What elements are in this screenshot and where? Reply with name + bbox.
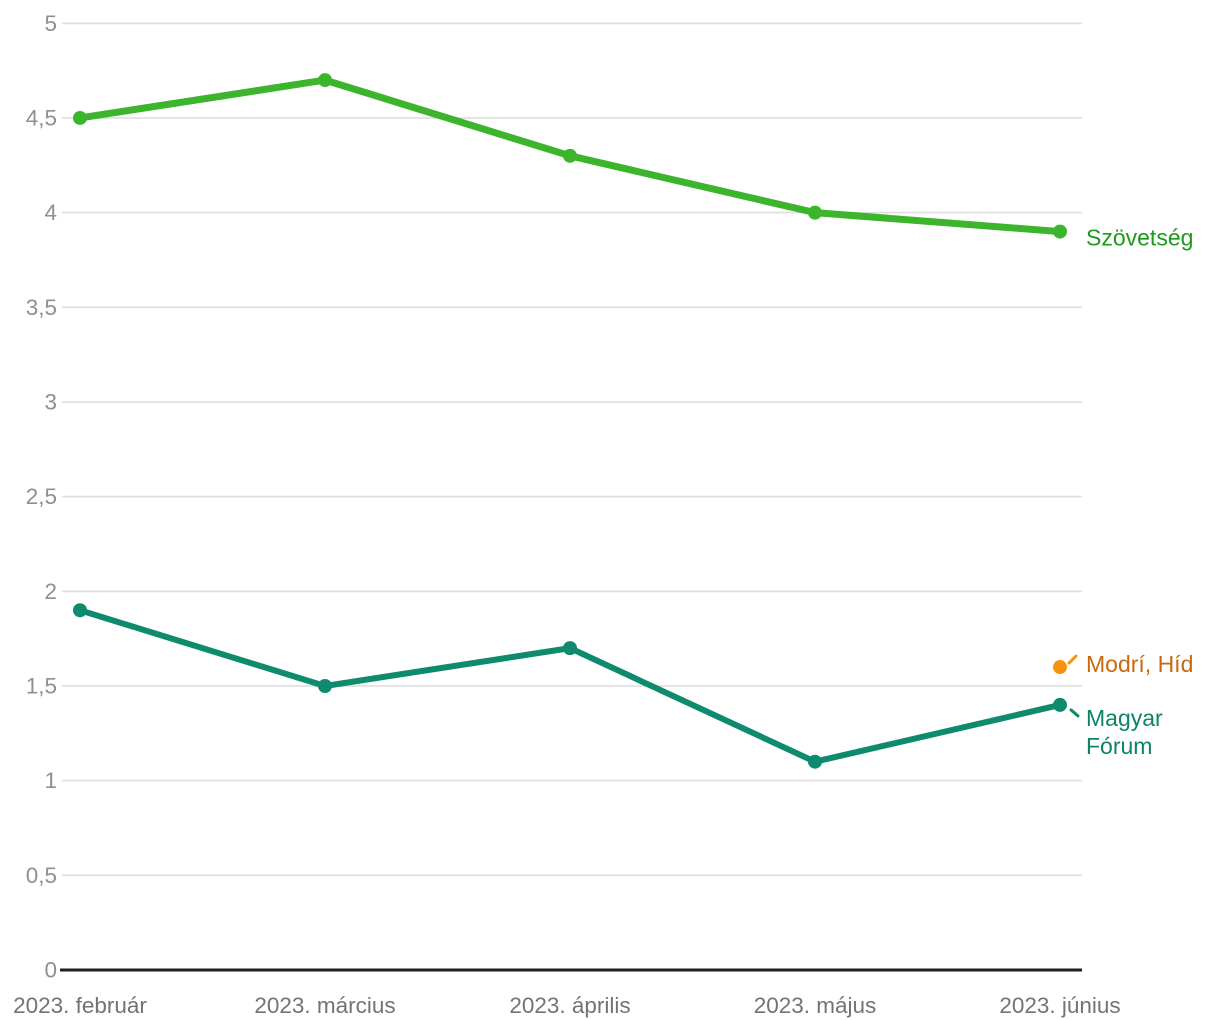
- x-tick-label-2023-április: 2023. április: [509, 993, 630, 1018]
- y-tick-label: 1,5: [26, 673, 57, 698]
- y-tick-label: 4,5: [26, 105, 57, 130]
- x-tick-label-2023-március: 2023. március: [254, 993, 395, 1018]
- y-tick-label: 0: [44, 958, 57, 983]
- data-point-szövetség: [563, 148, 577, 163]
- series-label-magyar-fórum: Fórum: [1086, 733, 1152, 759]
- data-point-magyar-fórum: [73, 603, 87, 618]
- data-point-modrí-híd: [1053, 660, 1067, 675]
- data-point-szövetség: [1053, 224, 1067, 239]
- x-tick-label-2023-június: 2023. június: [999, 993, 1120, 1018]
- data-point-magyar-fórum: [808, 754, 822, 769]
- y-tick-label: 0,5: [26, 863, 57, 888]
- x-tick-label-2023-május: 2023. május: [754, 993, 877, 1018]
- y-tick-label: 2,5: [26, 484, 57, 509]
- data-point-magyar-fórum: [318, 678, 332, 693]
- leader-tick-magyar-fórum: [1069, 708, 1080, 718]
- y-tick-label: 3,5: [26, 295, 57, 320]
- series-label-magyar-fórum: Magyar: [1086, 705, 1163, 731]
- y-tick-label: 4: [44, 200, 57, 225]
- series-label-modrí-híd: Modrí, Híd: [1086, 651, 1193, 677]
- y-tick-label: 5: [44, 11, 57, 36]
- y-tick-label: 1: [44, 768, 57, 793]
- y-tick-label: 3: [44, 389, 57, 414]
- data-point-szövetség: [808, 205, 822, 220]
- leader-tick-modrí-híd: [1067, 654, 1078, 665]
- data-point-magyar-fórum: [1053, 697, 1067, 712]
- y-tick-label: 2: [44, 579, 57, 604]
- x-tick-label-2023-február: 2023. február: [13, 993, 147, 1018]
- series-label-szövetség: Szövetség: [1086, 225, 1193, 251]
- data-point-szövetség: [318, 73, 332, 88]
- data-point-magyar-fórum: [563, 641, 577, 656]
- data-point-szövetség: [73, 110, 87, 125]
